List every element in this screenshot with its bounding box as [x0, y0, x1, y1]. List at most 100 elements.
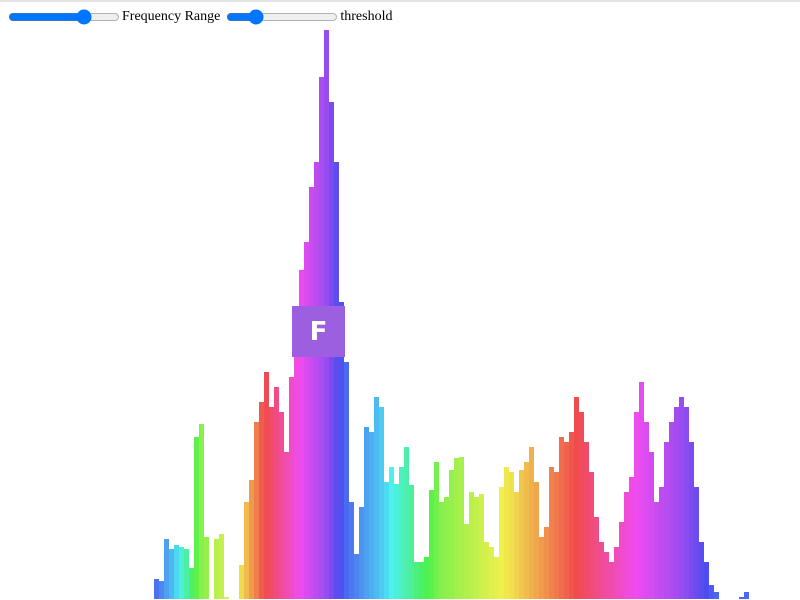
- spectrum-bar: [649, 452, 654, 599]
- spectrum-bar: [194, 437, 199, 599]
- spectrum-bar: [429, 490, 434, 599]
- spectrum-bar: [699, 542, 704, 599]
- spectrum-bar: [549, 467, 554, 599]
- spectrum-bar: [174, 545, 179, 599]
- spectrum-bar: [359, 507, 364, 599]
- spectrum-bar: [589, 472, 594, 599]
- spectrum-bar: [179, 547, 184, 599]
- spectrum-bar: [164, 539, 169, 599]
- spectrum-bar: [339, 302, 344, 599]
- spectrum-bar: [384, 482, 389, 599]
- spectrum-bar: [454, 458, 459, 599]
- spectrum-bar: [299, 270, 304, 599]
- spectrum-bar: [379, 407, 384, 599]
- spectrum-bar: [564, 442, 569, 599]
- spectrum-bar: [479, 494, 484, 599]
- slider-label: Frequency Range: [122, 9, 221, 24]
- spectrum-bar: [389, 467, 394, 599]
- logo-badge[interactable]: F: [292, 306, 345, 357]
- spectrum-bar: [639, 382, 644, 599]
- spectrum-bar: [644, 422, 649, 599]
- spectrum-bar: [224, 597, 229, 599]
- spectrum-bar: [609, 562, 614, 599]
- spectrum-bar: [159, 581, 164, 599]
- spectrum-bar: [219, 534, 224, 599]
- spectrum-bar: [489, 547, 494, 599]
- spectrum-bar: [514, 492, 519, 599]
- spectrum-bar: [659, 487, 664, 599]
- spectrum-bar: [694, 487, 699, 599]
- spectrum-bar: [669, 422, 674, 599]
- spectrum-bar: [614, 547, 619, 599]
- spectrum-bar: [499, 487, 504, 599]
- spectrum-bar: [184, 549, 189, 599]
- spectrum-bar: [334, 162, 339, 599]
- spectrum-bar: [239, 565, 244, 599]
- spectrum-bar: [309, 187, 314, 599]
- spectrum-bar: [559, 437, 564, 599]
- spectrum-bar: [534, 482, 539, 599]
- spectrum-bar: [579, 412, 584, 599]
- spectrum-bar: [314, 162, 319, 599]
- spectrum-bar: [354, 554, 359, 599]
- spectrum-bar: [619, 522, 624, 599]
- spectrum-bar: [294, 342, 299, 599]
- spectrum-bar: [629, 477, 634, 599]
- spectrum-bar: [399, 467, 404, 599]
- spectrum-bar: [254, 422, 259, 599]
- spectrum-bar: [364, 427, 369, 599]
- spectrum-bar: [444, 497, 449, 599]
- spectrum-bar: [574, 397, 579, 599]
- spectrum-bar: [274, 387, 279, 599]
- slider[interactable]: [226, 9, 339, 25]
- spectrum-bar: [259, 402, 264, 599]
- spectrum-bar: [394, 484, 399, 599]
- spectrum-bar: [204, 537, 209, 599]
- spectrum-bar: [279, 412, 284, 599]
- spectrum-bar: [529, 447, 534, 599]
- spectrum-bar: [569, 432, 574, 599]
- spectrum-bar: [599, 542, 604, 599]
- spectrum-bar: [439, 502, 444, 599]
- spectrum-bar: [664, 442, 669, 599]
- spectrum-bar: [214, 539, 219, 599]
- spectrum-bar: [509, 472, 514, 599]
- spectrum-bar: [169, 549, 174, 599]
- controls: Frequency Range threshold: [6, 9, 396, 25]
- slider[interactable]: [8, 9, 120, 25]
- spectrum-bar: [634, 412, 639, 599]
- spectrum-bar: [409, 485, 414, 599]
- spectrum-bar: [449, 470, 454, 599]
- spectrum-bar: [679, 397, 684, 599]
- spectrum-bar: [654, 502, 659, 599]
- spectrum-bar: [434, 462, 439, 599]
- spectrum-bar: [624, 492, 629, 599]
- spectrum-bar: [264, 372, 269, 599]
- spectrum-bar: [494, 557, 499, 599]
- spectrum-bar: [704, 562, 709, 599]
- spectrum-bar: [459, 457, 464, 599]
- spectrum-bar: [544, 527, 549, 599]
- spectrum-bar: [744, 592, 749, 599]
- spectrum-bar: [604, 552, 609, 599]
- spectrum-bar: [244, 502, 249, 599]
- spectrum-bar: [344, 362, 349, 599]
- spectrum-bar: [249, 480, 254, 599]
- spectrum-bar: [414, 562, 419, 599]
- spectrum-bar: [519, 470, 524, 599]
- spectrum-bar: [189, 568, 194, 599]
- spectrum-bar: [584, 442, 589, 599]
- spectrum-bar: [404, 447, 409, 599]
- spectrum-bar: [349, 502, 354, 599]
- spectrum-bar: [369, 432, 374, 599]
- spectrum-bar: [504, 467, 509, 599]
- spectrum-bar: [154, 579, 159, 599]
- spectrum-bar: [739, 597, 744, 599]
- spectrum-bar: [484, 542, 489, 599]
- spectrum-bar: [554, 472, 559, 599]
- spectrum-bar: [424, 557, 429, 599]
- spectrum-bar: [289, 377, 294, 599]
- spectrum-bar: [714, 592, 719, 599]
